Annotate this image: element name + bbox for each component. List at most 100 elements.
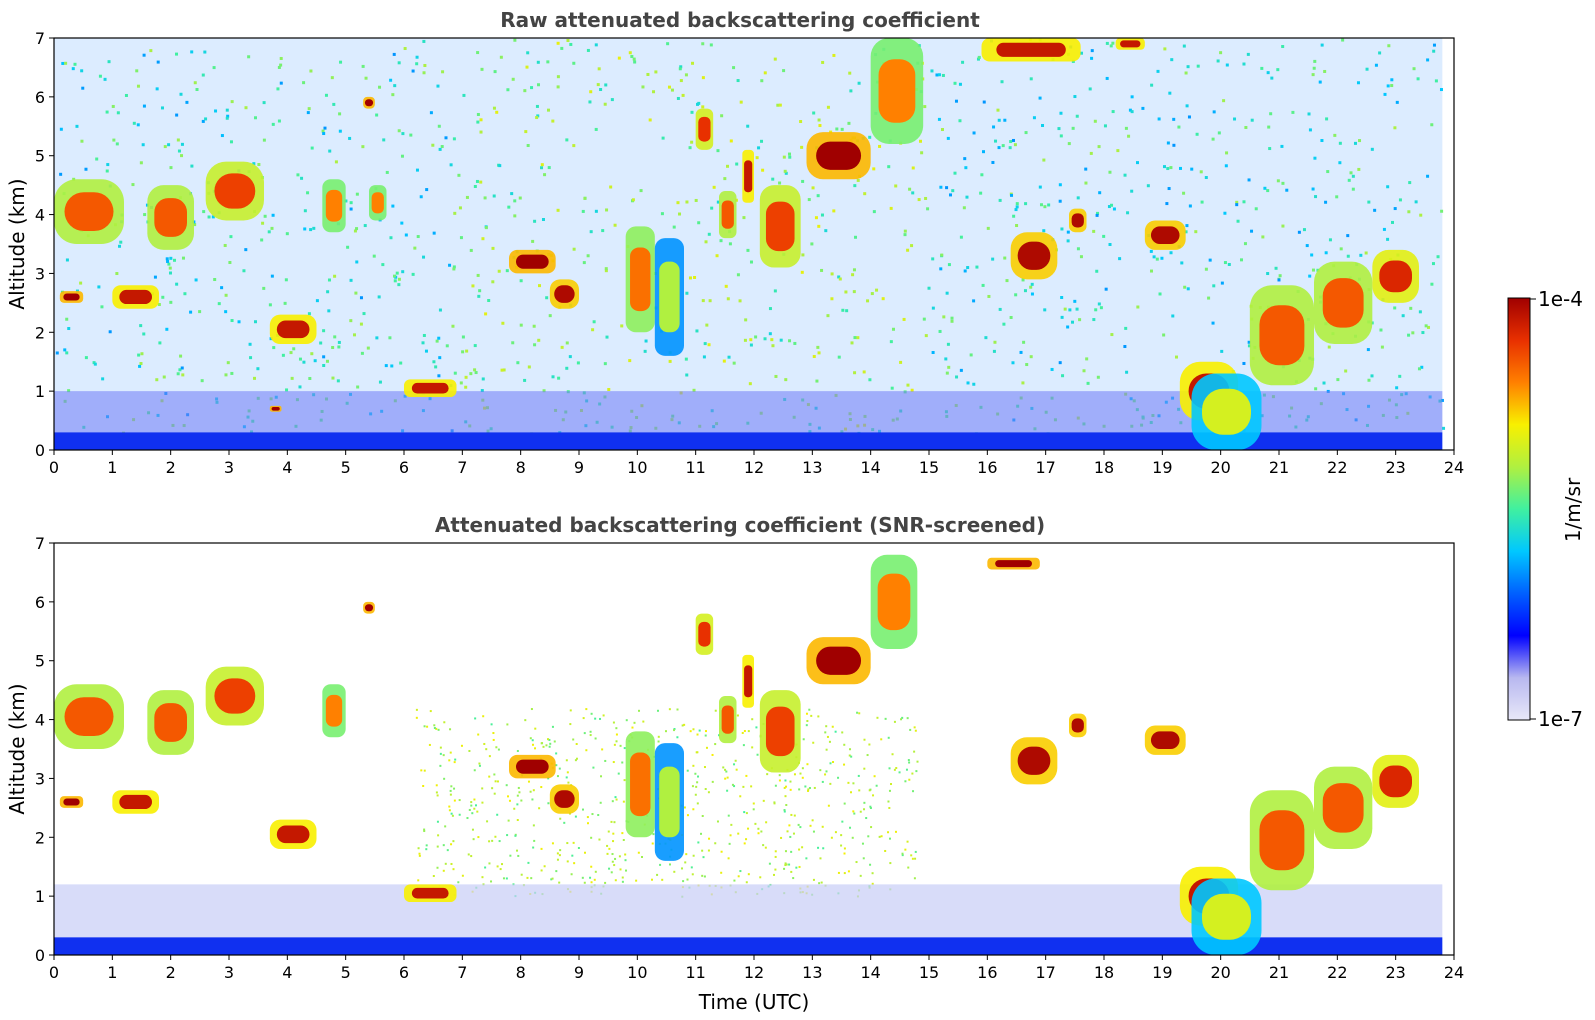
noise-speckle <box>257 163 261 167</box>
screened-speckle <box>581 808 584 811</box>
noise-speckle <box>1326 170 1330 174</box>
noise-speckle <box>1310 253 1314 257</box>
noise-speckle <box>249 356 253 360</box>
colorbar: 1e-4 1e-7 1/m/sr <box>1507 287 1585 731</box>
noise-speckle <box>260 238 264 242</box>
screened-speckle <box>825 748 828 751</box>
screened-speckle <box>848 754 851 757</box>
noise-speckle <box>429 111 433 115</box>
noise-speckle <box>487 298 491 302</box>
screened-speckle <box>704 730 707 733</box>
noise-speckle <box>93 362 97 366</box>
noise-speckle <box>899 360 903 364</box>
noise-speckle <box>388 336 392 340</box>
noise-speckle <box>225 108 229 112</box>
screened-speckle <box>737 832 740 835</box>
screened-speckle <box>530 877 533 880</box>
screened-speckle <box>829 762 832 765</box>
screened-speckle <box>802 738 805 741</box>
noise-speckle <box>565 366 569 370</box>
noise-speckle <box>724 284 728 288</box>
screened-speckle <box>841 731 844 734</box>
raw-heatmap-layer <box>54 38 1446 450</box>
noise-speckle <box>513 214 517 218</box>
screened-speckle <box>908 778 911 781</box>
noise-speckle <box>162 375 166 379</box>
noise-speckle <box>349 201 353 205</box>
noise-speckle <box>1386 237 1390 241</box>
screened-speckle <box>795 866 798 869</box>
noise-speckle <box>477 294 481 298</box>
noise-speckle <box>493 70 497 74</box>
screened-speckle <box>737 875 740 878</box>
noise-speckle <box>1059 134 1063 138</box>
screened-speckle <box>565 776 568 779</box>
screened-speckle <box>827 804 830 807</box>
screened-speckle <box>555 764 558 767</box>
noise-speckle <box>432 360 436 364</box>
noise-speckle <box>849 89 853 93</box>
screened-speckle <box>685 853 688 856</box>
noise-speckle <box>262 286 266 290</box>
screened-speckle <box>714 743 717 746</box>
noise-speckle <box>788 339 792 343</box>
noise-speckle <box>491 280 495 284</box>
noise-speckle <box>381 263 385 267</box>
noise-speckle <box>1160 256 1164 260</box>
x-tick-label: 22 <box>1327 963 1347 982</box>
screened-speckle <box>583 851 586 854</box>
noise-speckle <box>572 144 576 148</box>
noise-speckle <box>1061 374 1065 378</box>
noise-speckle <box>1398 374 1402 378</box>
noise-speckle <box>284 278 288 282</box>
screened-speckle <box>418 854 421 857</box>
noise-speckle <box>838 277 842 281</box>
noise-speckle <box>1152 255 1156 259</box>
noise-speckle <box>1124 126 1128 130</box>
noise-speckle <box>1066 239 1070 243</box>
noise-speckle <box>1378 51 1382 55</box>
screened-speckle <box>798 865 801 868</box>
noise-speckle <box>391 204 395 208</box>
x-tick-label: 14 <box>860 963 880 982</box>
noise-speckle <box>1125 370 1129 374</box>
screened-speckle <box>739 795 742 798</box>
screened-speckle <box>417 879 420 882</box>
noise-speckle <box>1351 187 1355 191</box>
screened-speckle <box>501 863 504 866</box>
screened-speckle <box>692 808 695 811</box>
y-tick-label: 2 <box>35 323 45 342</box>
x-tick-label: 5 <box>341 458 351 477</box>
noise-speckle <box>976 57 980 61</box>
noise-speckle <box>1184 71 1188 75</box>
screened-speckle <box>673 870 676 873</box>
screened-speckle <box>532 789 535 792</box>
screened-speckle <box>621 761 624 764</box>
noise-speckle <box>1386 185 1390 189</box>
noise-speckle <box>411 69 415 73</box>
noise-speckle <box>333 274 337 278</box>
screened-speckle <box>752 808 755 811</box>
screened-speckle <box>843 847 846 850</box>
noise-speckle <box>283 301 287 305</box>
noise-speckle <box>958 119 962 123</box>
noise-speckle <box>951 189 955 193</box>
noise-speckle <box>1177 125 1181 129</box>
noise-speckle <box>313 359 317 363</box>
noise-speckle <box>1211 137 1215 141</box>
noise-speckle <box>1390 220 1394 224</box>
noise-speckle <box>708 299 712 303</box>
screened-speckle <box>457 881 460 884</box>
noise-speckle <box>360 351 364 355</box>
noise-speckle <box>940 253 944 257</box>
noise-speckle <box>660 212 664 216</box>
screened-speckle <box>863 738 866 741</box>
noise-speckle <box>778 181 782 185</box>
noise-speckle <box>169 256 173 260</box>
noise-speckle <box>1057 127 1061 131</box>
backscatter-feature-core <box>364 99 374 107</box>
screened-speckle <box>904 780 907 783</box>
noise-speckle <box>1183 285 1187 289</box>
noise-speckle <box>991 257 995 261</box>
screened-speckle <box>913 750 916 753</box>
